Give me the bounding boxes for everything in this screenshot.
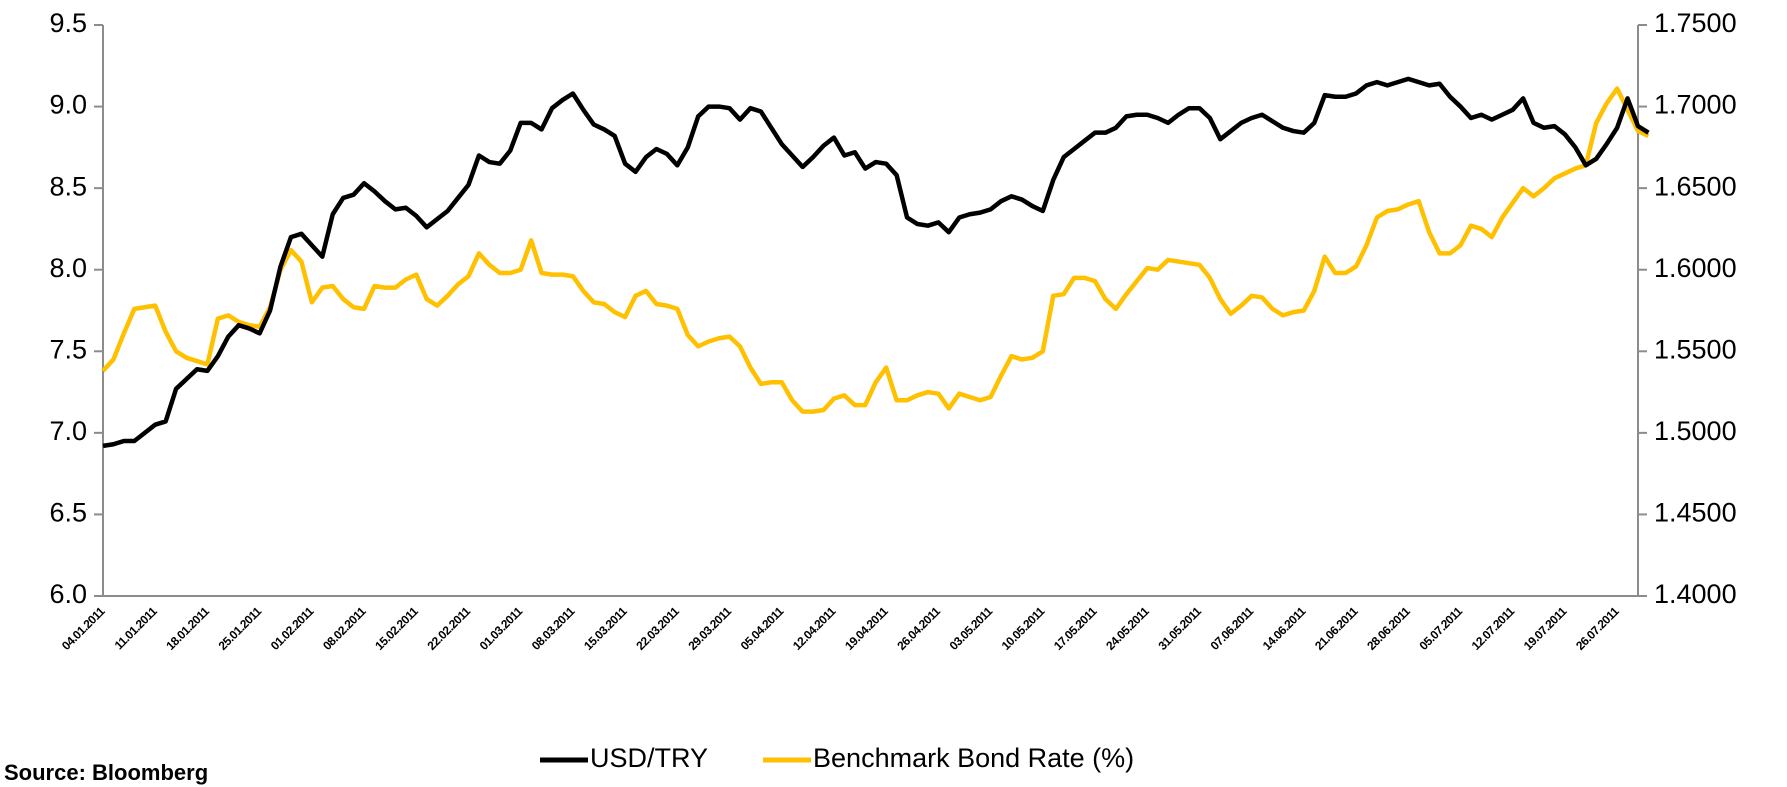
x-tick-label: 28.06.2011 [1364,604,1413,653]
x-tick-label: 12.07.2011 [1469,604,1518,653]
x-tick-label: 14.06.2011 [1260,604,1309,653]
x-tick-label: 15.02.2011 [372,604,421,653]
x-tick-label: 26.04.2011 [894,604,943,653]
x-tick-label: 17.05.2011 [1051,604,1100,653]
x-tick-label: 05.07.2011 [1416,604,1465,653]
y-tick-label: 8.5 [49,171,87,201]
y2-tick-label: 1.5000 [1654,416,1737,446]
source-note: Source: Bloomberg [4,760,208,785]
x-tick-label: 12.04.2011 [790,604,839,653]
x-tick-label: 22.03.2011 [633,604,682,653]
x-tick-label: 25.01.2011 [216,604,265,653]
y-tick-label: 9.5 [49,8,87,38]
y2-tick-label: 1.7000 [1654,90,1737,120]
x-tick-label: 29.03.2011 [686,604,735,653]
x-tick-label: 19.04.2011 [842,604,891,653]
x-tick-label: 05.04.2011 [738,604,787,653]
x-tick-label: 21.06.2011 [1312,604,1361,653]
x-tick-label: 11.01.2011 [112,604,160,652]
x-tick-label: 31.05.2011 [1155,604,1204,653]
x-tick-label: 08.02.2011 [320,604,369,653]
y-tick-label: 6.0 [49,579,87,609]
x-tick-label: 03.05.2011 [947,604,996,653]
y2-tick-label: 1.4000 [1654,579,1737,609]
y-tick-label: 9.0 [49,90,87,120]
x-tick-label: 18.01.2011 [163,604,212,653]
y2-tick-label: 1.6000 [1654,253,1737,283]
x-tick-label: 08.03.2011 [529,604,578,653]
x-tick-label: 10.05.2011 [999,604,1048,653]
series-line [101,86,1650,414]
x-tick-label: 15.03.2011 [581,604,630,653]
x-tick-label: 22.02.2011 [424,604,473,653]
x-tick-label: 07.06.2011 [1208,604,1257,653]
y2-tick-label: 1.5500 [1654,334,1737,364]
x-tick-label: 24.05.2011 [1103,604,1152,653]
series-line [102,76,1650,449]
x-tick-label: 01.02.2011 [268,604,317,653]
x-tick-label: 19.07.2011 [1521,604,1570,653]
y-tick-label: 8.0 [49,253,87,283]
x-tick-label: 26.07.2011 [1573,604,1622,653]
legend-label: Benchmark Bond Rate (%) [813,743,1134,773]
y2-tick-label: 1.7500 [1654,8,1737,38]
x-tick-label: 01.03.2011 [477,604,526,653]
y2-tick-label: 1.6500 [1654,171,1737,201]
y-tick-label: 7.5 [49,334,87,364]
y2-tick-label: 1.4500 [1654,498,1737,528]
legend-label: USD/TRY [590,743,708,773]
y-tick-label: 7.0 [49,416,87,446]
x-tick-label: 04.01.2011 [59,604,108,653]
y-tick-label: 6.5 [49,498,87,528]
